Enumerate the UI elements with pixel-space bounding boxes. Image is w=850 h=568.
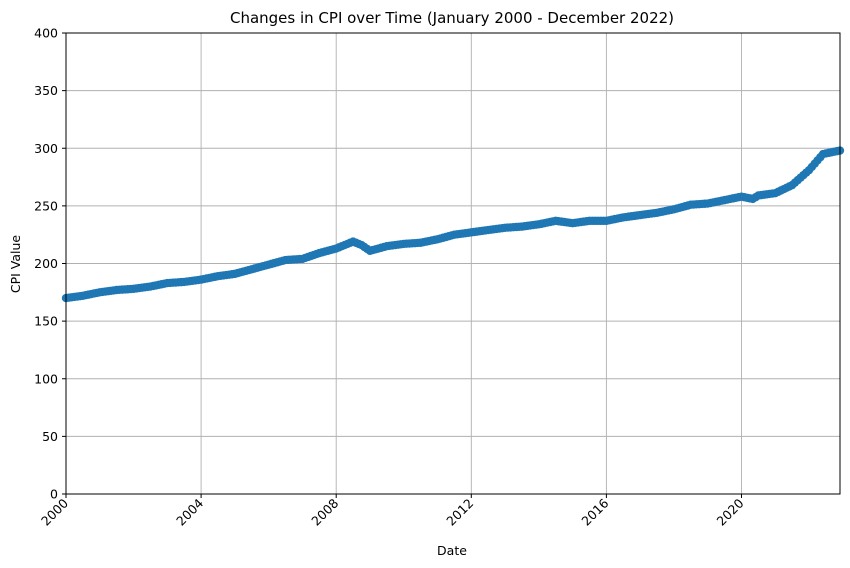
cpi-series bbox=[61, 146, 845, 303]
y-axis-label: CPI Value bbox=[8, 235, 23, 294]
x-axis-label: Date bbox=[437, 543, 467, 558]
y-tick-label: 150 bbox=[34, 314, 58, 329]
y-tick-label: 300 bbox=[34, 141, 58, 156]
x-tick-label: 2012 bbox=[443, 496, 476, 529]
tick-labels: 0 50 100 150 200 250 300 350 400 2000 2004 2008 2012… bbox=[34, 26, 747, 529]
y-tick-label: 0 bbox=[50, 487, 58, 502]
x-tick-label: 2020 bbox=[714, 495, 747, 528]
x-tick-label: 2016 bbox=[578, 495, 611, 528]
x-tick-label: 2004 bbox=[173, 495, 206, 528]
y-tick-label: 200 bbox=[34, 256, 58, 271]
plot-frame bbox=[65, 32, 841, 495]
cpi-line bbox=[63, 148, 843, 301]
y-tick-label: 350 bbox=[34, 83, 58, 98]
axes bbox=[62, 32, 841, 498]
y-tick-label: 250 bbox=[34, 198, 58, 213]
y-tick-label: 400 bbox=[34, 26, 58, 41]
x-tick-label: 2000 bbox=[38, 495, 71, 528]
y-tick-label: 100 bbox=[34, 371, 58, 386]
grid-lines bbox=[65, 32, 840, 495]
chart-title: Changes in CPI over Time (January 2000 -… bbox=[230, 9, 674, 27]
y-tick-label: 50 bbox=[42, 429, 58, 444]
x-tick-label: 2008 bbox=[308, 495, 341, 528]
